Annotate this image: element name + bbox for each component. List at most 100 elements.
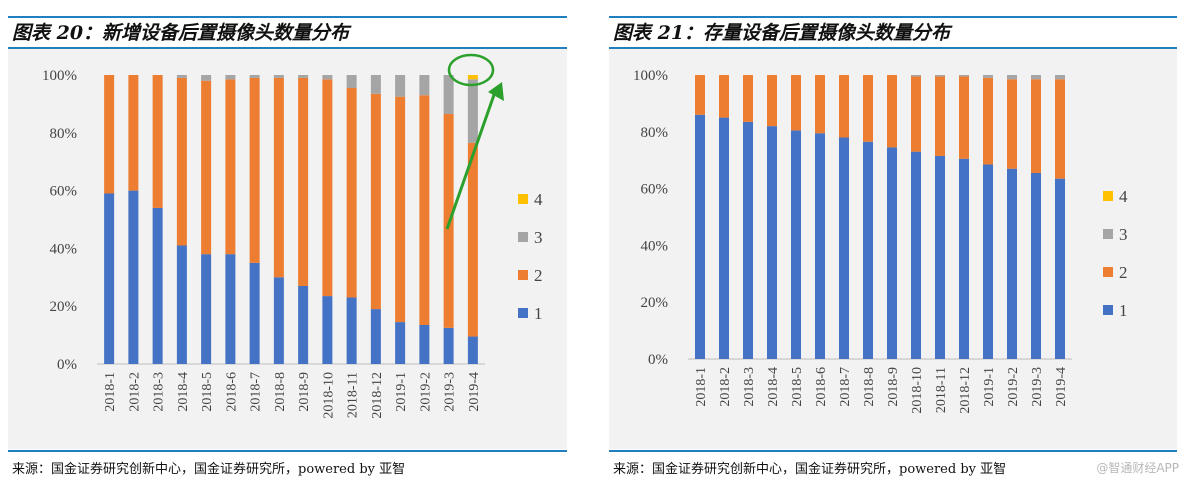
bar-segment-series-1 [887, 147, 897, 359]
annotation-circle [447, 53, 495, 87]
bar-segment-series-1 [104, 193, 115, 364]
bar-segment-series-1 [395, 322, 406, 364]
title-bottom-rule [8, 47, 567, 49]
chart-panel-stock-devices: 图表 21：存量设备后置摄像头数量分布 0% 20% 40% 60% 80% 100% 20… [601, 0, 1185, 486]
bar-segment-series-1 [298, 285, 309, 364]
legend-swatch-3 [1103, 229, 1113, 239]
x-tick-label: 2019-4 [1054, 367, 1069, 407]
bar-segment-series-2 [201, 80, 212, 255]
bar-segment-series-2 [911, 76, 921, 152]
bar-segment-series-1 [346, 297, 357, 364]
legend-swatch-2 [1103, 267, 1113, 277]
bar-segment-series-2 [719, 75, 729, 118]
y-tick-label: 60% [50, 184, 78, 200]
stacked-bar-chart-new: 0% 20% 40% 60% 80% 100% 2018-1 2018-2 2018-3 2018… [42, 53, 543, 419]
x-tick-label: 2018-1 [694, 367, 709, 407]
bar-segment-series-3 [201, 75, 212, 81]
x-tick-label: 2018-12 [958, 367, 973, 414]
x-tick-label: 2018-1 [103, 372, 118, 412]
bar-segment-series-1 [322, 296, 333, 364]
legend-label-2: 2 [1119, 263, 1128, 282]
bar-segment-series-1 [1055, 178, 1065, 359]
bar-segment-series-3 [225, 75, 236, 80]
x-tick-label: 2018-6 [814, 367, 829, 407]
bar-segment-series-2 [839, 75, 849, 138]
bar-segment-series-2 [863, 75, 873, 142]
x-tick-label: 2018-11 [934, 367, 949, 413]
x-tick-label: 2018-3 [152, 372, 167, 412]
bar-segment-series-1 [1031, 172, 1041, 359]
bar-segment-series-2 [743, 75, 753, 122]
bar-segment-series-3 [911, 75, 921, 77]
bar-segment-series-3 [959, 75, 969, 77]
bar-segment-series-3 [983, 75, 993, 78]
bar-segment-series-2 [887, 75, 897, 148]
bar-segment-series-2 [322, 79, 333, 297]
bar-segment-series-2 [298, 77, 309, 286]
footer-rule [8, 450, 567, 452]
legend-swatch-4 [518, 194, 528, 204]
bar-segment-series-2 [815, 75, 825, 134]
x-tick-label: 2018-12 [370, 372, 385, 419]
x-tick-label: 2019-2 [1006, 367, 1021, 407]
bar-segment-series-1 [225, 254, 236, 364]
x-tick-label: 2018-2 [718, 367, 733, 407]
x-tick-label: 2018-9 [886, 367, 901, 407]
bar-segment-series-2 [370, 93, 381, 310]
bar-segment-series-2 [1055, 79, 1065, 179]
bar-segment-series-3 [419, 75, 430, 96]
x-tick-label: 2018-2 [127, 372, 142, 412]
bar-segment-series-1 [176, 245, 187, 364]
bar-segment-series-3 [370, 75, 381, 94]
bar-segment-series-3 [298, 75, 309, 78]
x-tick-label: 2019-3 [1030, 367, 1045, 407]
y-tick-label: 20% [641, 295, 669, 311]
x-tick-label: 2018-7 [249, 372, 264, 412]
legend-swatch-3 [518, 232, 528, 242]
x-tick-label: 2018-5 [200, 372, 215, 412]
bar-segment-series-3 [467, 79, 478, 143]
x-tick-label: 2018-9 [297, 372, 312, 412]
bar-segment-series-2 [346, 88, 357, 298]
x-tick-label: 2018-7 [838, 367, 853, 407]
y-tick-label: 0% [57, 357, 77, 373]
x-tick-label: 2018-4 [766, 367, 781, 407]
y-tick-label: 60% [641, 182, 669, 198]
bar-segment-series-2 [959, 76, 969, 159]
bar-segment-series-3 [443, 75, 454, 115]
x-tick-label: 2018-8 [273, 372, 288, 412]
bar-segment-series-1 [128, 190, 139, 364]
bar-segment-series-2 [935, 76, 945, 156]
x-tick-label: 2018-3 [742, 367, 757, 407]
y-tick-label: 40% [50, 241, 78, 257]
y-tick-label: 100% [42, 68, 77, 84]
bar-segment-series-1 [201, 254, 212, 364]
bar-segment-series-1 [695, 114, 705, 359]
y-tick-label: 80% [50, 126, 78, 142]
stacked-bar-chart-stock: 0% 20% 40% 60% 80% 100% 2018-1 2018-2 2018-3 2018… [633, 68, 1128, 414]
bar-segment-series-1 [935, 155, 945, 359]
legend-label-3: 3 [1119, 225, 1128, 244]
x-tick-label: 2018-5 [790, 367, 805, 407]
bar-segment-series-1 [719, 117, 729, 359]
x-tick-label: 2018-8 [862, 367, 877, 407]
bar-segment-series-2 [767, 75, 777, 127]
y-tick-label: 40% [641, 238, 669, 254]
bar-segment-series-2 [176, 77, 187, 246]
title-top-rule [609, 16, 1177, 18]
y-tick-label: 0% [648, 352, 668, 368]
bar-segment-series-3 [273, 75, 284, 78]
chart-title: 图表 20：新增设备后置摄像头数量分布 [12, 22, 350, 44]
watermark: @智通财经APP [1096, 461, 1179, 475]
x-tick-label: 2019-2 [418, 372, 433, 412]
bar-segment-series-3 [395, 75, 406, 97]
bar-segment-series-1 [911, 151, 921, 359]
bar-segment-series-2 [395, 96, 406, 323]
bar-segment-series-4 [467, 75, 478, 80]
title-top-rule [8, 16, 567, 18]
x-tick-label: 2019-1 [394, 372, 409, 412]
bar-segment-series-1 [959, 158, 969, 359]
footer-rule [609, 450, 1177, 452]
bar-segment-series-3 [176, 75, 187, 78]
legend-swatch-1 [1103, 305, 1113, 315]
